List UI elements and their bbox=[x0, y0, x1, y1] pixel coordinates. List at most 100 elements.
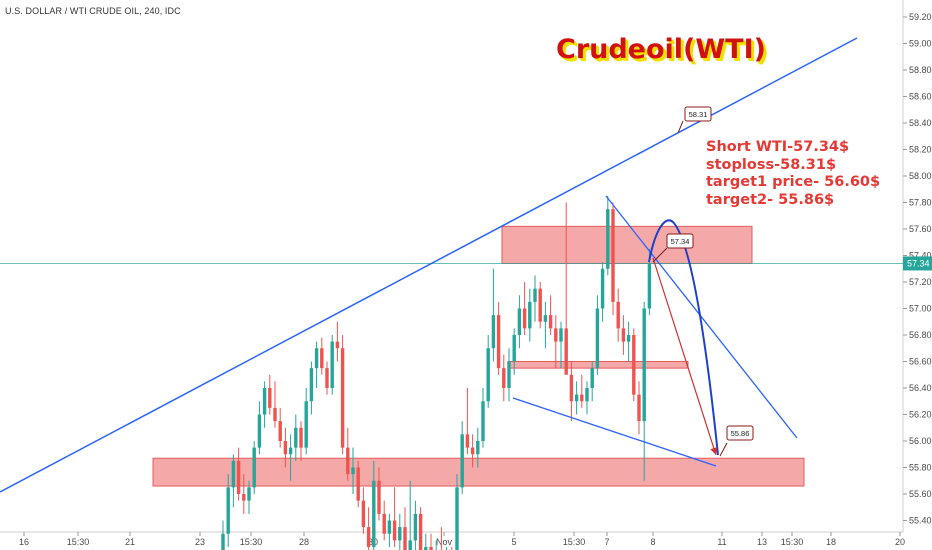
price-tick-label: 55.60 bbox=[909, 489, 932, 499]
time-tick-label: 5 bbox=[511, 537, 516, 547]
price-tick-label: 56.00 bbox=[909, 436, 932, 446]
time-tick-label: 15:30 bbox=[67, 537, 90, 547]
time-tick-label: 13 bbox=[757, 537, 767, 547]
price-tick-label: 58.00 bbox=[909, 171, 932, 181]
price-tick-label: 57.60 bbox=[909, 224, 932, 234]
candle-body bbox=[377, 480, 381, 514]
candle-body bbox=[387, 520, 392, 534]
candle-body bbox=[611, 209, 615, 302]
time-tick-label: 11 bbox=[717, 537, 726, 547]
price-tick-label: 59.20 bbox=[909, 12, 932, 22]
trade-notes: Short WTI-57.34$ stoploss-58.31$ target1… bbox=[706, 139, 880, 209]
candle-body bbox=[221, 533, 225, 550]
price-tick-label: 55.80 bbox=[909, 463, 932, 473]
candle-body bbox=[528, 301, 532, 329]
candle-body bbox=[403, 527, 407, 550]
candle-body bbox=[491, 315, 496, 349]
candle-body bbox=[236, 460, 241, 494]
zone-rect bbox=[152, 457, 805, 487]
price-tick-label: 58.40 bbox=[909, 118, 932, 128]
candle-body bbox=[335, 341, 340, 349]
candle-body bbox=[647, 263, 652, 309]
candle-body bbox=[642, 308, 646, 422]
price-callout-box bbox=[666, 233, 694, 249]
candle-body bbox=[574, 394, 579, 402]
candle-body bbox=[626, 335, 631, 342]
time-tick-label: 20 bbox=[895, 537, 905, 547]
price-tick-label: 58.60 bbox=[909, 92, 932, 102]
candle-body bbox=[517, 308, 522, 335]
candle-body bbox=[548, 315, 553, 329]
note-short: Short WTI-57.34$ bbox=[706, 139, 850, 155]
candle-body bbox=[569, 374, 574, 402]
candle-body bbox=[460, 434, 464, 488]
candle-body bbox=[606, 209, 610, 269]
candle-body bbox=[283, 441, 288, 455]
candle-body bbox=[309, 368, 314, 402]
candle-body bbox=[351, 467, 355, 475]
note-stoploss: stoploss-58.31$ bbox=[706, 156, 837, 173]
candle-body bbox=[502, 368, 506, 388]
price-tick-label: 58.20 bbox=[909, 145, 932, 155]
price-tick-label: 56.60 bbox=[909, 357, 932, 367]
candle-body bbox=[299, 427, 303, 448]
candle-body bbox=[278, 421, 282, 441]
candle-body bbox=[392, 520, 397, 541]
candle-body bbox=[330, 341, 334, 388]
candle-body bbox=[486, 348, 490, 402]
zone-rect bbox=[501, 225, 753, 264]
candle-body bbox=[242, 494, 246, 501]
time-tick-label: 8 bbox=[650, 537, 655, 547]
candle-body bbox=[538, 288, 542, 322]
target-arrow bbox=[652, 257, 718, 456]
candle-body bbox=[273, 407, 277, 422]
candle-body bbox=[632, 335, 636, 395]
time-tick-label: 21 bbox=[125, 537, 135, 547]
time-tick-label: Nov bbox=[436, 537, 453, 547]
candle-body bbox=[496, 315, 501, 369]
callout-pointer bbox=[719, 442, 728, 457]
price-tick-label: 57.00 bbox=[909, 304, 932, 314]
candle-body bbox=[413, 513, 418, 541]
candle-body bbox=[314, 348, 319, 369]
candle-body bbox=[637, 394, 641, 422]
candle-body bbox=[226, 487, 230, 534]
candle-body bbox=[616, 301, 620, 329]
candle-body bbox=[512, 335, 516, 362]
candle-body bbox=[470, 447, 475, 455]
candle-body bbox=[600, 268, 605, 309]
price-tick-label: 56.20 bbox=[909, 410, 932, 420]
time-tick-label: 28 bbox=[299, 537, 309, 547]
price-tick-label: 57.80 bbox=[909, 198, 932, 208]
callout-pointer bbox=[652, 247, 668, 263]
candle-body bbox=[522, 308, 527, 329]
price-tick-label: 59.00 bbox=[909, 39, 932, 49]
candle-body bbox=[559, 328, 563, 342]
candle-body bbox=[465, 434, 470, 448]
lower-trendline bbox=[512, 397, 717, 467]
candle-body bbox=[366, 527, 371, 547]
candle-body bbox=[231, 460, 236, 488]
candle-body bbox=[554, 328, 558, 342]
candle-body bbox=[424, 547, 428, 550]
chart-title: Crudeoil(WTI) bbox=[556, 34, 766, 65]
note-target2: target2- 55.86$ bbox=[706, 191, 835, 208]
current-price-badge bbox=[903, 256, 932, 271]
time-tick-label: 15:30 bbox=[563, 537, 586, 547]
candle-body bbox=[408, 540, 412, 550]
candle-body bbox=[398, 527, 402, 541]
candle-body bbox=[257, 414, 262, 448]
descending-trendline bbox=[605, 195, 798, 439]
candle-body bbox=[429, 547, 433, 550]
time-tick-label: 23 bbox=[195, 537, 205, 547]
note-target1: target1 price- 56.60$ bbox=[706, 174, 881, 190]
price-callout-label: 58.31 bbox=[689, 110, 708, 119]
candle-body bbox=[418, 513, 423, 550]
candle-body bbox=[533, 288, 537, 302]
candle-body bbox=[268, 388, 272, 408]
ascending-trendline bbox=[0, 37, 858, 493]
candle-body bbox=[262, 388, 267, 415]
candle-body bbox=[304, 401, 308, 448]
candle-body bbox=[507, 361, 511, 388]
